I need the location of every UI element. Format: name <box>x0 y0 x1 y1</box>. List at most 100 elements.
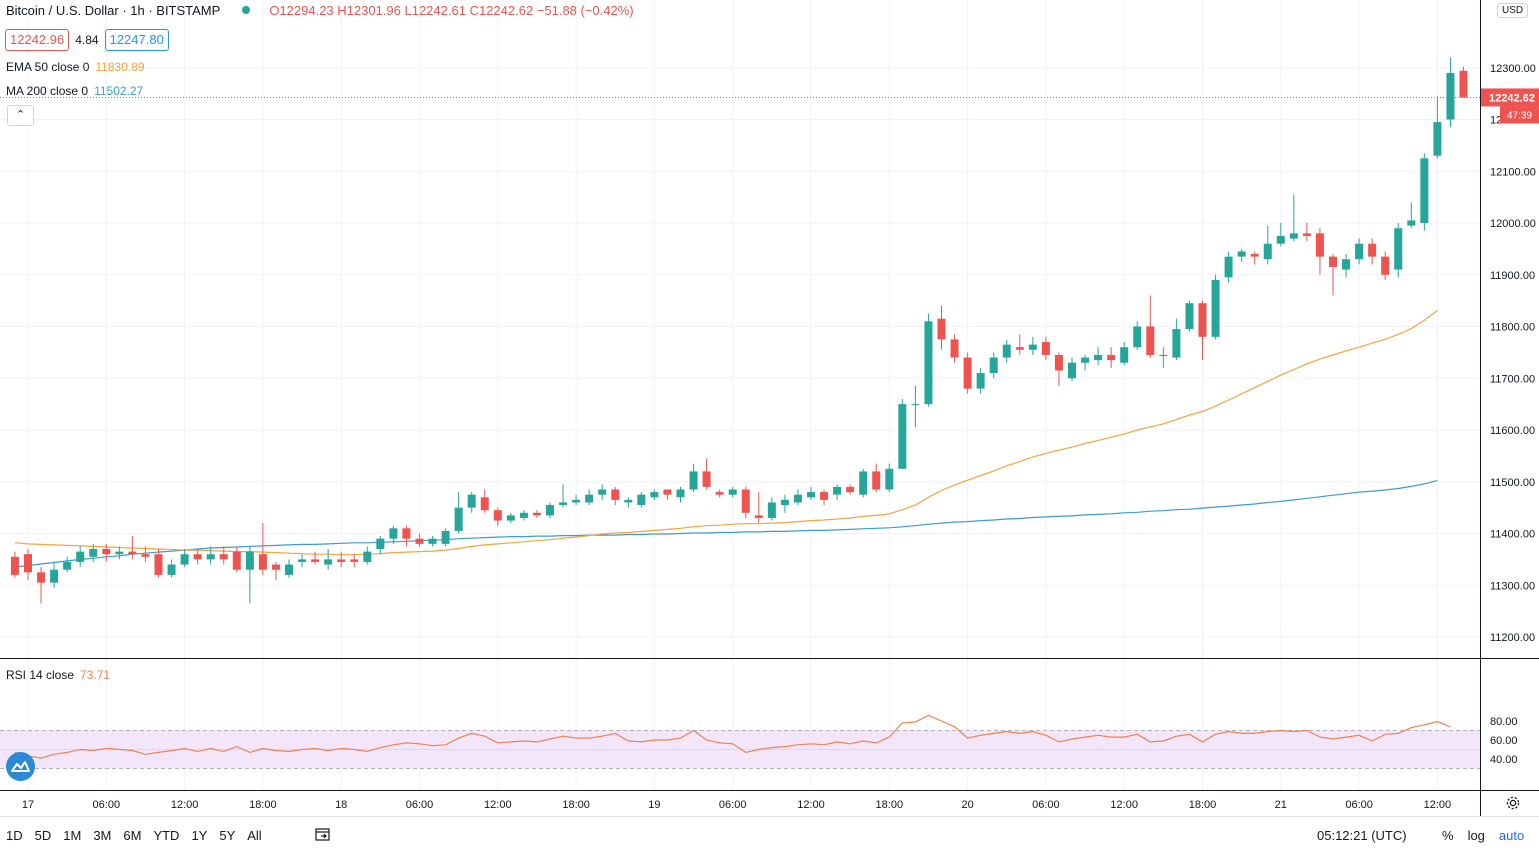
countdown-badge <box>1500 106 1539 124</box>
currency-badge[interactable]: USD <box>1497 3 1529 18</box>
candle-body <box>219 554 228 560</box>
candle-body <box>780 499 789 506</box>
time-tick-label: 20 <box>961 799 973 811</box>
sell-price-button[interactable]: 12242.96 <box>5 29 70 51</box>
countdown-label: 47:39 <box>1507 110 1532 121</box>
candle-body <box>102 549 111 555</box>
candle <box>180 549 189 568</box>
candle <box>1342 254 1351 278</box>
rsi-label: RSI 14 close <box>6 668 75 682</box>
range-6m-button[interactable]: 6M <box>123 828 142 843</box>
price-tick-label: 11700.00 <box>1490 373 1535 385</box>
candle-body <box>1315 233 1324 257</box>
range-1d-button[interactable]: 1D <box>6 828 23 843</box>
rsi-value: 73.71 <box>80 668 111 682</box>
candle-body <box>258 554 267 570</box>
candle <box>193 549 202 565</box>
candle <box>245 546 254 604</box>
date-range-icon[interactable] <box>315 827 331 841</box>
buy-price-button[interactable]: 12247.80 <box>104 29 169 51</box>
candle-body <box>519 512 528 518</box>
candle-body <box>950 339 959 358</box>
candle-body <box>989 357 998 374</box>
range-ytd-button[interactable]: YTD <box>153 828 180 843</box>
candle-body <box>1237 251 1246 257</box>
candle <box>206 546 215 565</box>
bottom-toolbar: 1D 5D 1M 3M 6M YTD 1Y 5Y All 05:12:21 (U… <box>0 816 1539 851</box>
candle <box>572 494 581 506</box>
candle <box>102 543 111 562</box>
time-tick-label: 06:00 <box>1032 799 1060 811</box>
candle-body <box>128 551 137 555</box>
candle-body <box>1342 259 1351 270</box>
candle <box>1081 354 1090 371</box>
percent-scale-toggle[interactable]: % <box>1442 828 1454 843</box>
candle-body <box>702 471 711 487</box>
range-3m-button[interactable]: 3M <box>93 828 112 843</box>
candle-body <box>1263 243 1272 260</box>
candle <box>1094 347 1103 366</box>
candle <box>637 492 646 508</box>
candle-body <box>1250 254 1259 257</box>
collapse-legend-button[interactable]: ⌃ <box>7 105 34 126</box>
candle-body <box>1172 329 1181 358</box>
candle <box>1041 336 1050 361</box>
candle <box>1054 352 1063 387</box>
candle <box>298 554 307 568</box>
scale-options: % log auto <box>1442 828 1524 843</box>
candle-body <box>1185 303 1194 330</box>
log-scale-toggle[interactable]: log <box>1467 828 1485 843</box>
range-all-button[interactable]: All <box>247 828 262 843</box>
candle <box>506 512 515 524</box>
candle <box>715 489 724 498</box>
utc-clock[interactable]: 05:12:21 (UTC) <box>1317 828 1407 843</box>
ma200-line <box>14 480 1438 568</box>
price-tick-label: 12300.00 <box>1490 63 1536 75</box>
chevron-up-icon: ⌃ <box>15 109 26 121</box>
candle <box>1315 228 1324 275</box>
settings-gear-icon[interactable] <box>1505 795 1521 811</box>
candle-body <box>546 505 554 516</box>
time-tick-label: 21 <box>1275 799 1287 811</box>
ma-legend[interactable]: MA 200 close 0 11502.27 <box>6 84 143 98</box>
candle-body <box>50 569 59 583</box>
candle <box>833 484 842 500</box>
range-1m-button[interactable]: 1M <box>63 828 82 843</box>
candle-body <box>1015 347 1024 350</box>
range-5y-button[interactable]: 5Y <box>219 828 236 843</box>
rsi-legend[interactable]: RSI 14 close 73.71 <box>6 668 110 682</box>
candle-body <box>715 492 724 495</box>
candle <box>493 507 502 526</box>
candle <box>807 486 815 500</box>
candle-body <box>663 489 672 495</box>
candle-body <box>245 551 254 570</box>
candle <box>1368 238 1377 265</box>
range-5d-button[interactable]: 5D <box>34 828 52 843</box>
candle <box>885 463 894 493</box>
candle <box>1172 318 1181 361</box>
candle-body <box>480 497 489 511</box>
candle-body <box>311 559 320 562</box>
candle-body <box>428 538 437 544</box>
candle-body <box>728 489 737 495</box>
candle <box>50 561 59 588</box>
candle-body <box>1198 303 1207 337</box>
candle-body <box>611 489 620 500</box>
auto-scale-toggle[interactable]: auto <box>1498 828 1525 843</box>
candle-body <box>859 471 868 495</box>
chart-canvas[interactable]: 11200.00 11300.00 11400.00 11500.00 11600.00… <box>0 0 1539 816</box>
candle-body <box>376 538 385 550</box>
market-status-dot <box>241 6 250 14</box>
ema-legend[interactable]: EMA 50 close 0 11830.89 <box>6 60 145 74</box>
candle <box>76 546 85 568</box>
candle-body <box>1107 354 1116 361</box>
tradingview-logo-icon[interactable] <box>6 752 35 781</box>
range-1y-button[interactable]: 1Y <box>191 828 208 843</box>
candle <box>598 484 607 500</box>
candle <box>10 551 19 578</box>
candle-body <box>1068 362 1076 379</box>
candle-body <box>1211 279 1220 337</box>
time-tick-label: 18:00 <box>876 799 904 811</box>
candle-body <box>493 510 502 521</box>
candle-body <box>963 357 972 389</box>
